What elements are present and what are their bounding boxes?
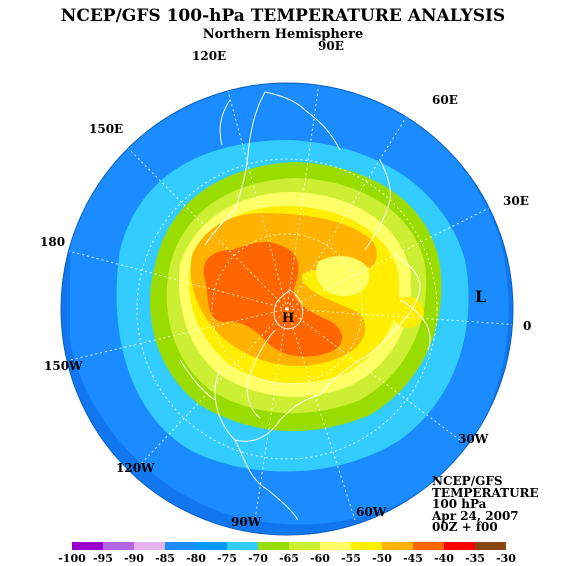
lon-label-120e: 120E [192, 49, 226, 63]
lon-label-60w: 60W [356, 505, 387, 519]
info-date: Apr 24, 2007 [432, 508, 519, 523]
lon-label-30e: 30E [503, 194, 529, 208]
coastlines [179, 91, 431, 521]
info-level: 100 hPa [432, 497, 487, 511]
chart-title: NCEP/GFS 100-hPa TEMPERATURE ANALYSIS [60, 6, 506, 26]
info-run: 00Z + f00 [432, 520, 498, 534]
lon-label-150w: 150W [44, 359, 83, 373]
lon-label-90w: 90W [231, 515, 262, 529]
warm-pocket-light-yellow [394, 296, 425, 328]
lon-label-150e: 150E [89, 122, 123, 136]
chart-subtitle: Northern Hemisphere [202, 27, 364, 42]
warm-pocket-yellow [316, 256, 370, 297]
graticule [64, 83, 513, 521]
high-pressure-marker: H [282, 311, 294, 326]
map-border [60, 82, 514, 536]
info-box: NCEP/GFS TEMPERATURE 100 hPa Apr 24, 200… [432, 474, 539, 534]
info-model: NCEP/GFS [432, 474, 503, 488]
lon-label-0: 0 [523, 319, 531, 333]
lon-label-180: 180 [40, 235, 65, 249]
lon-label-120w: 120W [116, 461, 155, 475]
info-variable: TEMPERATURE [432, 485, 539, 500]
lon-label-90e: 90E [318, 39, 344, 53]
low-pressure-marker: L [475, 287, 486, 306]
lon-label-60e: 60E [432, 93, 458, 107]
band-red-orange [203, 242, 343, 357]
lon-label-30w: 30W [458, 432, 489, 446]
